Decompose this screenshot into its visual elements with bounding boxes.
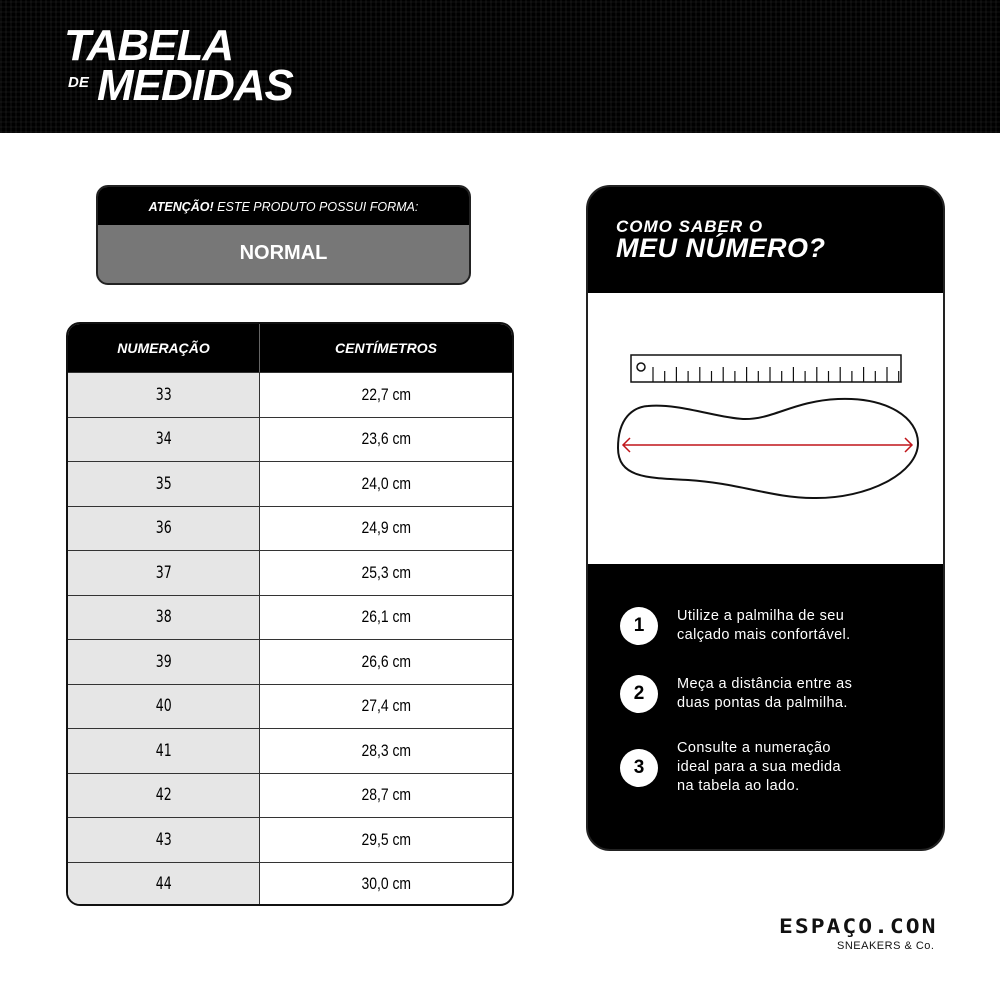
cm-cell: 28,3 cm bbox=[260, 729, 512, 773]
how-to-panel: COMO SABER O MEU NÚMERO? 1 Utilize a palm… bbox=[586, 185, 945, 851]
measure-illustration bbox=[588, 293, 943, 564]
step-number-badge: 1 bbox=[620, 607, 658, 645]
cm-cell: 30,0 cm bbox=[260, 863, 512, 905]
notice-label-rest: ESTE PRODUTO POSSUI FORMA: bbox=[213, 200, 419, 214]
cm-value: 30,0 cm bbox=[361, 874, 411, 894]
size-table: NUMERAÇÃO CENTÍMETROS 33 22,7 cm 34 23,6 cm… bbox=[66, 322, 514, 906]
brand-tagline: SNEAKERS & Co. bbox=[837, 940, 935, 952]
size-value: 41 bbox=[155, 740, 172, 761]
insole-icon bbox=[616, 397, 920, 500]
cm-value: 28,7 cm bbox=[361, 785, 411, 805]
size-cell: 33 bbox=[68, 373, 260, 417]
cm-cell: 24,0 cm bbox=[260, 462, 512, 506]
size-value: 36 bbox=[155, 518, 172, 539]
cm-cell: 25,3 cm bbox=[260, 551, 512, 595]
panel-title-line2: MEU NÚMERO? bbox=[616, 233, 826, 263]
size-cell: 38 bbox=[68, 595, 260, 639]
step-text-line: duas pontas da palmilha. bbox=[677, 695, 848, 711]
table-row: 33 22,7 cm bbox=[68, 372, 512, 417]
table-row: 43 29,5 cm bbox=[68, 817, 512, 862]
size-cell: 39 bbox=[68, 640, 260, 684]
step-1: 1 Utilize a palmilha de seu calçado mais c… bbox=[620, 607, 851, 645]
cm-cell: 27,4 cm bbox=[260, 685, 512, 729]
size-value: 43 bbox=[155, 829, 172, 850]
measure-arrow-icon bbox=[621, 437, 914, 453]
size-cell: 43 bbox=[68, 818, 260, 862]
step-text-line: Meça a distância entre as bbox=[677, 676, 853, 692]
cm-value: 25,3 cm bbox=[361, 562, 411, 582]
table-row: 35 24,0 cm bbox=[68, 461, 512, 506]
size-value: 37 bbox=[155, 562, 172, 583]
cm-value: 22,7 cm bbox=[361, 384, 411, 404]
title-de: DE bbox=[68, 74, 89, 91]
step-text: Meça a distância entre as duas pontas da … bbox=[677, 675, 852, 713]
size-cell: 42 bbox=[68, 773, 260, 817]
notice-label-bold: ATENÇÃO! bbox=[148, 200, 214, 214]
notice-value: NORMAL bbox=[239, 242, 328, 264]
size-value: 35 bbox=[155, 473, 172, 494]
table-row: 34 23,6 cm bbox=[68, 416, 512, 462]
table-row: 41 28,3 cm bbox=[68, 728, 512, 773]
table-row: 37 25,3 cm bbox=[68, 550, 512, 595]
table-row: 39 26,6 cm bbox=[68, 639, 512, 684]
step-text-line: calçado mais confortável. bbox=[677, 627, 851, 643]
cm-value: 28,3 cm bbox=[361, 740, 411, 760]
step-text: Consulte a numeração ideal para a sua med… bbox=[677, 739, 841, 796]
size-cell: 41 bbox=[68, 729, 260, 773]
header-banner: TABELA DE MEDIDAS bbox=[0, 0, 1000, 133]
cm-cell: 26,6 cm bbox=[260, 640, 512, 684]
title-line1: TABELA bbox=[64, 21, 234, 70]
column-header-cm: CENTÍMETROS bbox=[335, 340, 437, 356]
step-number-badge: 3 bbox=[620, 748, 658, 787]
size-value: 39 bbox=[155, 651, 172, 672]
ruler-icon bbox=[630, 354, 902, 383]
shape-notice: ATENÇÃO! ESTE PRODUTO POSSUI FORMA: NORM… bbox=[96, 185, 471, 285]
cm-cell: 26,1 cm bbox=[260, 596, 512, 640]
cm-value: 29,5 cm bbox=[361, 829, 411, 849]
size-cell: 44 bbox=[68, 862, 260, 904]
size-value: 34 bbox=[155, 429, 172, 450]
size-value: 44 bbox=[155, 874, 172, 895]
column-header-size: NUMERAÇÃO bbox=[68, 324, 260, 372]
table-row: 38 26,1 cm bbox=[68, 594, 512, 640]
table-header: NUMERAÇÃO CENTÍMETROS bbox=[68, 324, 512, 372]
brand-logo: ESPAÇO.CON bbox=[779, 915, 938, 939]
size-cell: 36 bbox=[68, 506, 260, 550]
step-text-line: Utilize a palmilha de seu bbox=[677, 608, 845, 624]
cm-value: 26,1 cm bbox=[361, 607, 411, 627]
cm-cell: 22,7 cm bbox=[260, 373, 512, 417]
cm-cell: 24,9 cm bbox=[260, 507, 512, 551]
table-row: 42 28,7 cm bbox=[68, 772, 512, 818]
size-cell: 34 bbox=[68, 417, 260, 461]
cm-cell: 28,7 cm bbox=[260, 774, 512, 818]
step-number-badge: 2 bbox=[620, 675, 658, 713]
notice-label: ATENÇÃO! ESTE PRODUTO POSSUI FORMA: bbox=[98, 187, 469, 225]
step-2: 2 Meça a distância entre as duas pontas da… bbox=[620, 675, 852, 713]
step-text-line: Consulte a numeração bbox=[677, 740, 831, 756]
step-3: 3 Consulte a numeração ideal para a sua me… bbox=[620, 739, 841, 796]
cm-value: 26,6 cm bbox=[361, 651, 411, 671]
table-row: 44 30,0 cm bbox=[68, 861, 512, 905]
table-row: 40 27,4 cm bbox=[68, 683, 512, 729]
cm-value: 23,6 cm bbox=[361, 429, 411, 449]
size-value: 33 bbox=[155, 384, 172, 405]
step-text: Utilize a palmilha de seu calçado mais co… bbox=[677, 607, 851, 645]
table-row: 36 24,9 cm bbox=[68, 505, 512, 551]
size-cell: 37 bbox=[68, 551, 260, 595]
header-texture bbox=[0, 0, 1000, 133]
cm-cell: 23,6 cm bbox=[260, 418, 512, 462]
cm-value: 27,4 cm bbox=[361, 696, 411, 716]
size-value: 38 bbox=[155, 607, 172, 628]
size-cell: 35 bbox=[68, 462, 260, 506]
cm-value: 24,0 cm bbox=[361, 473, 411, 493]
size-value: 42 bbox=[155, 785, 172, 806]
cm-cell: 29,5 cm bbox=[260, 818, 512, 862]
cm-value: 24,9 cm bbox=[361, 518, 411, 538]
step-text-line: ideal para a sua medida bbox=[677, 759, 841, 775]
panel-title-line1: COMO SABER O bbox=[616, 217, 764, 236]
size-value: 40 bbox=[155, 696, 172, 717]
title-line2: MEDIDAS bbox=[97, 61, 294, 110]
step-text-line: na tabela ao lado. bbox=[677, 778, 800, 794]
size-cell: 40 bbox=[68, 684, 260, 728]
